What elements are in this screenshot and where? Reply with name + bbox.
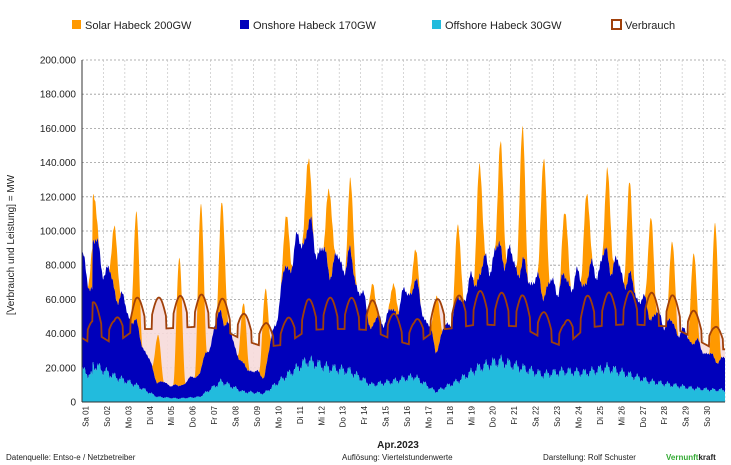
x-tick-label: Sa 22 (532, 405, 541, 426)
x-tick-label: Mi 26 (617, 405, 626, 425)
legend-item: Verbrauch (611, 19, 675, 32)
x-tick-label: Fr 07 (210, 405, 219, 424)
x-tick-label: Fr 28 (660, 405, 669, 424)
x-tick-label: Sa 15 (382, 405, 391, 426)
legend-swatch (611, 19, 622, 30)
legend-label: Verbrauch (625, 20, 675, 32)
legend-item: Solar Habeck 200GW (72, 20, 192, 32)
x-tick-label: Di 25 (596, 405, 605, 424)
y-tick-label: 60.000 (45, 295, 76, 306)
x-tick-label: Di 04 (146, 405, 155, 424)
x-tick-label: So 30 (703, 405, 712, 426)
x-tick-label: Do 06 (189, 405, 198, 427)
x-tick-label: Mi 19 (467, 405, 476, 425)
x-tick-label: Sa 01 (82, 405, 91, 426)
legend: Solar Habeck 200GW Onshore Habeck 170GW Of… (72, 19, 675, 32)
footer-resolution: Auflösung: Viertelstundenwerte (342, 453, 453, 462)
legend-swatch (72, 20, 81, 29)
x-tick-label: Do 20 (489, 405, 498, 427)
y-tick-label: 160.000 (40, 124, 77, 135)
legend-swatch (240, 20, 249, 29)
y-tick-label: 20.000 (45, 363, 76, 374)
x-tick-label: Fr 14 (360, 405, 369, 424)
y-tick-label: 120.000 (40, 192, 77, 203)
y-tick-label: 200.000 (40, 56, 77, 67)
y-tick-label: 40.000 (45, 329, 76, 340)
y-tick-label: 80.000 (45, 261, 76, 272)
x-tick-label: Mi 05 (167, 405, 176, 425)
legend-label: Solar Habeck 200GW (85, 20, 192, 32)
axes: 0 20.000 40.000 60.000 80.000 100.000 120.000 1… (40, 56, 725, 428)
x-tick-label: So 02 (103, 405, 112, 426)
x-axis-title: Apr.2023 (377, 440, 419, 451)
brand-part-a: Vernunft (666, 453, 699, 462)
x-tick-label: So 09 (253, 405, 262, 426)
x-tick-label: Fr 21 (510, 405, 519, 424)
legend-item: Offshore Habeck 30GW (432, 20, 562, 32)
x-tick-label: Do 13 (339, 405, 348, 427)
x-tick-label: Di 11 (296, 405, 305, 424)
legend-label: Offshore Habeck 30GW (445, 20, 562, 32)
series-offshore-area (82, 354, 725, 402)
x-tick-label: Mi 12 (317, 405, 326, 425)
series-solar-area (82, 125, 725, 387)
y-tick-label: 100.000 (40, 227, 77, 238)
footer-source: Datenquelle: Entso-e / Netzbetreiber (6, 453, 136, 462)
series-onshore-area (82, 216, 725, 400)
x-tick-label: Do 27 (639, 405, 648, 427)
legend-swatch (432, 20, 441, 29)
y-tick-label: 140.000 (40, 158, 77, 169)
footer-credit: Darstellung: Rolf Schuster (543, 453, 636, 462)
footer-brand: Vernunftkraft (666, 453, 716, 462)
plot-area (81, 125, 725, 402)
x-tick-label: So 16 (403, 405, 412, 426)
x-tick-label: Mo 03 (124, 405, 133, 428)
legend-item: Onshore Habeck 170GW (240, 20, 377, 32)
y-tick-label: 0 (70, 398, 76, 409)
y-tick-label: 180.000 (40, 90, 77, 101)
x-tick-label: Mo 17 (424, 405, 433, 428)
series-verbrauch-line (81, 290, 725, 351)
legend-label: Onshore Habeck 170GW (253, 20, 377, 32)
x-tick-label: Mo 24 (574, 405, 583, 428)
x-tick-label: So 23 (553, 405, 562, 426)
brand-part-b: kraft (698, 453, 716, 462)
y-axis-title: [Verbrauch und Leistung] = MW (6, 174, 17, 315)
x-tick-label: Mo 10 (274, 405, 283, 428)
x-tick-label: Sa 29 (682, 405, 691, 426)
x-tick-label: Sa 08 (232, 405, 241, 426)
x-tick-label: Di 18 (446, 405, 455, 424)
